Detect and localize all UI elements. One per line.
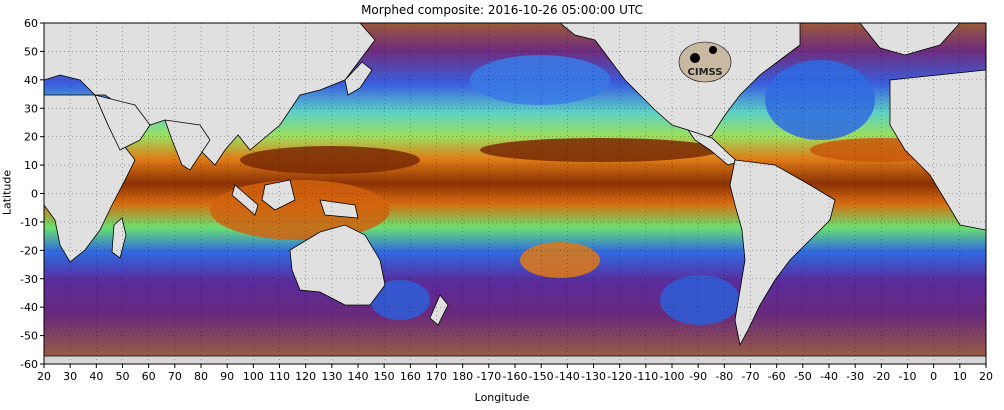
- x-tick-label: -20: [872, 370, 890, 383]
- x-tick-label: -120: [607, 370, 632, 383]
- australia-land: [289, 224, 386, 306]
- x-tick-label: -110: [633, 370, 658, 383]
- x-tick-label: 70: [168, 370, 182, 383]
- south-america-land: [729, 159, 836, 347]
- y-tick-label: 20: [24, 131, 38, 144]
- y-tick-label: -60: [20, 358, 38, 371]
- africa-west-land: [889, 69, 986, 231]
- cimss-logo: CIMSS: [678, 41, 732, 83]
- x-tick-label: 100: [243, 370, 264, 383]
- y-tick-label: -50: [20, 330, 38, 343]
- logo-text: CIMSS: [688, 67, 723, 78]
- greenland-land: [859, 23, 961, 56]
- x-tick-label: -30: [846, 370, 864, 383]
- central-america-land: [686, 129, 739, 166]
- x-tick-label: -130: [581, 370, 606, 383]
- map-title: Morphed composite: 2016-10-26 05:00:00 U…: [361, 3, 643, 17]
- x-tick-label: 130: [321, 370, 342, 383]
- x-tick-label: 80: [194, 370, 208, 383]
- y-tick-label: -20: [20, 244, 38, 257]
- new-zealand-land: [429, 294, 449, 326]
- x-tick-label: 0: [930, 370, 937, 383]
- x-tick-label: -70: [742, 370, 760, 383]
- x-tick-label: -40: [820, 370, 838, 383]
- x-tick-label: 120: [295, 370, 316, 383]
- x-tick-label: -10: [899, 370, 917, 383]
- y-tick-label: 30: [24, 102, 38, 115]
- y-tick-label: 40: [24, 74, 38, 87]
- x-tick-label: 180: [452, 370, 473, 383]
- x-tick-label: -160: [503, 370, 528, 383]
- x-tick-label: 170: [426, 370, 447, 383]
- new-guinea-land: [319, 199, 359, 219]
- x-tick-label: -140: [555, 370, 580, 383]
- x-tick-label: -60: [768, 370, 786, 383]
- y-axis-ticks: 60 50 40 30 20 10 0 -10 -20 -30 -40 -50 -60: [20, 17, 44, 371]
- x-tick-label: 20: [37, 370, 51, 383]
- x-tick-label: 40: [89, 370, 103, 383]
- x-tick-label: 140: [348, 370, 369, 383]
- x-tick-label: 20: [979, 370, 993, 383]
- graticule: [44, 23, 986, 364]
- x-tick-label: 30: [63, 370, 77, 383]
- land-masses: [44, 23, 986, 364]
- y-tick-label: -30: [20, 273, 38, 286]
- x-tick-label: 90: [220, 370, 234, 383]
- y-tick-label: -10: [20, 216, 38, 229]
- y-tick-label: 0: [31, 188, 38, 201]
- x-tick-label: 10: [953, 370, 967, 383]
- y-tick-label: 60: [24, 17, 38, 30]
- x-tick-label: -90: [689, 370, 707, 383]
- borneo-land: [261, 179, 296, 211]
- x-tick-label: -50: [794, 370, 812, 383]
- x-tick-label: -100: [660, 370, 685, 383]
- arabia-land: [94, 94, 151, 151]
- x-tick-label: 60: [142, 370, 156, 383]
- x-tick-label: -150: [529, 370, 554, 383]
- x-tick-label: -170: [476, 370, 501, 383]
- y-tick-label: -40: [20, 301, 38, 314]
- x-axis-label: Longitude: [474, 391, 530, 404]
- x-tick-label: 50: [116, 370, 130, 383]
- india-land: [164, 119, 211, 171]
- sumatra-land: [231, 184, 259, 216]
- x-tick-label: 160: [400, 370, 421, 383]
- eurasia-land: [44, 23, 376, 166]
- x-tick-label: -80: [715, 370, 733, 383]
- japan-land: [344, 61, 373, 96]
- y-tick-label: 10: [24, 159, 38, 172]
- x-axis-ticks: 20 30 40 50 60 70 80 90 100 110 120 130 140 150 160 170…: [37, 364, 993, 383]
- x-tick-label: 110: [269, 370, 290, 383]
- y-tick-label: 50: [24, 45, 38, 58]
- x-tick-label: 150: [374, 370, 395, 383]
